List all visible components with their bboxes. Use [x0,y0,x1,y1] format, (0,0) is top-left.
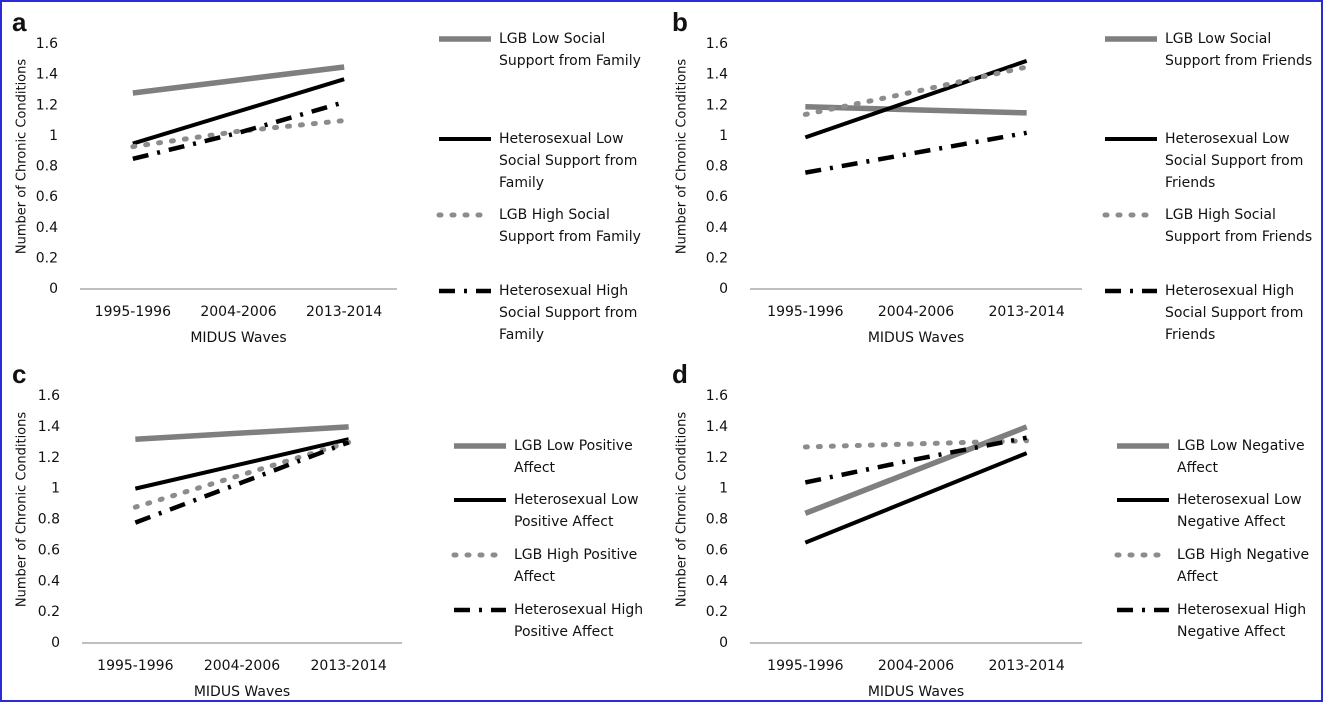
legend-label: Heterosexual Low Social Support from Fam… [499,131,638,191]
panel-letter: c [12,359,26,389]
legend-label: Heterosexual Low Positive Affect [514,492,639,530]
legend-label: LGB High Social Support from Friends [1165,207,1313,245]
panel-letter: d [672,359,688,389]
y-tick-label: 0 [49,281,58,297]
y-tick-label: 1 [719,481,728,497]
series-line [132,64,345,96]
y-tick-label: 0.6 [706,189,728,205]
series-line [135,424,349,442]
y-tick-label: 1.2 [38,450,60,466]
panel: d Number of Chronic Conditions 0 0.2 0.4 0.6 0… [672,359,1172,700]
legend-label: LGB Low Negative Affect [1177,438,1305,476]
y-tick-label: 1.6 [36,36,58,52]
series-line [802,438,1030,450]
y-axis-label: Number of Chronic Conditions [675,59,690,255]
legend-label: Heterosexual High Negative Affect [1177,602,1307,640]
y-tick-label: 1.4 [36,67,58,83]
series-line [134,440,350,525]
y-tick-label: 0.2 [38,604,60,620]
y-tick-label: 0.4 [706,220,728,236]
y-tick-label: 0.8 [38,512,60,528]
legend-label: Heterosexual High Social Support from Fr… [1165,283,1304,343]
series-line [130,118,347,150]
y-tick-label: 1.2 [36,97,58,113]
y-tick-label: 0.4 [38,573,60,589]
panel-letter: b [672,7,688,37]
y-tick-label: 1.6 [706,388,728,404]
y-tick-label: 0.2 [36,250,58,266]
x-axis-label: MIDUS Waves [194,684,290,700]
legend-label: LGB High Social Support from Family [499,207,641,245]
y-tick-label: 0.4 [36,220,58,236]
x-tick-label: 1995-1996 [97,658,173,674]
x-tick-label: 2013-2014 [311,658,387,674]
x-tick-label: 2004-2006 [878,658,954,674]
y-axis-label: Number of Chronic Conditions [15,59,30,255]
y-tick-label: 1.4 [706,67,728,83]
y-tick-label: 1.6 [706,36,728,52]
x-axis-label: MIDUS Waves [868,684,964,700]
x-tick-label: 2013-2014 [306,304,382,320]
legend-label: LGB High Negative Affect [1177,547,1310,585]
y-tick-label: 0.2 [706,250,728,266]
y-tick-label: 0.8 [706,512,728,528]
x-tick-label: 1995-1996 [95,304,171,320]
y-tick-label: 1.2 [706,450,728,466]
y-tick-label: 0 [51,635,60,651]
x-tick-label: 2013-2014 [989,658,1065,674]
series-line [804,451,1028,545]
series-line [802,64,1030,117]
y-tick-label: 1 [49,128,58,144]
legend-label: Heterosexual High Positive Affect [514,602,644,640]
panel: c Number of Chronic Conditions 0 0.2 0.4 0.6 0… [12,359,509,700]
panel: a Number of Chronic Conditions 0 0.2 0.4 0.6 0… [12,7,494,346]
series-line [804,130,1028,175]
x-axis-label: MIDUS Waves [190,330,286,346]
y-tick-label: 1.4 [706,419,728,435]
legend-label: LGB Low Positive Affect [514,438,633,476]
y-tick-label: 1.6 [38,388,60,404]
series-line [805,104,1027,116]
y-tick-label: 1.4 [38,419,60,435]
panel-letter: a [12,7,27,37]
y-axis-label: Number of Chronic Conditions [15,412,30,608]
legend-label: Heterosexual High Social Support from Fa… [499,283,638,343]
x-tick-label: 2004-2006 [200,304,276,320]
x-tick-label: 2004-2006 [878,304,954,320]
legend-label: LGB Low Social Support from Friends [1165,31,1313,69]
y-tick-label: 1.2 [706,97,728,113]
x-axis-label: MIDUS Waves [868,330,964,346]
y-tick-label: 0.8 [706,159,728,175]
y-tick-label: 0 [719,635,728,651]
series-line [804,58,1028,140]
series-line [804,435,1028,485]
legend-label: Heterosexual Low Negative Affect [1177,492,1302,530]
x-tick-label: 2004-2006 [204,658,280,674]
y-tick-label: 0.8 [36,159,58,175]
legend-label: Heterosexual Low Social Support from Fri… [1165,131,1304,191]
series-line [132,439,352,510]
legend-label: LGB High Positive Affect [514,547,638,585]
y-tick-label: 1 [719,128,728,144]
x-tick-label: 1995-1996 [767,304,843,320]
y-tick-label: 0.4 [706,573,728,589]
y-tick-label: 0.6 [36,189,58,205]
series-line [134,437,350,491]
y-tick-label: 1 [51,481,60,497]
legend-label: LGB Low Social Support from Family [499,31,641,69]
x-tick-label: 2013-2014 [989,304,1065,320]
y-tick-label: 0.6 [706,542,728,558]
y-tick-label: 0.2 [706,604,728,620]
panel: b Number of Chronic Conditions 0 0.2 0.4 0.6 0… [672,7,1160,346]
y-tick-label: 0.6 [38,542,60,558]
y-tick-label: 0 [719,281,728,297]
series-line [804,424,1028,516]
y-axis-label: Number of Chronic Conditions [675,412,690,608]
x-tick-label: 1995-1996 [767,658,843,674]
series-line [132,77,345,146]
